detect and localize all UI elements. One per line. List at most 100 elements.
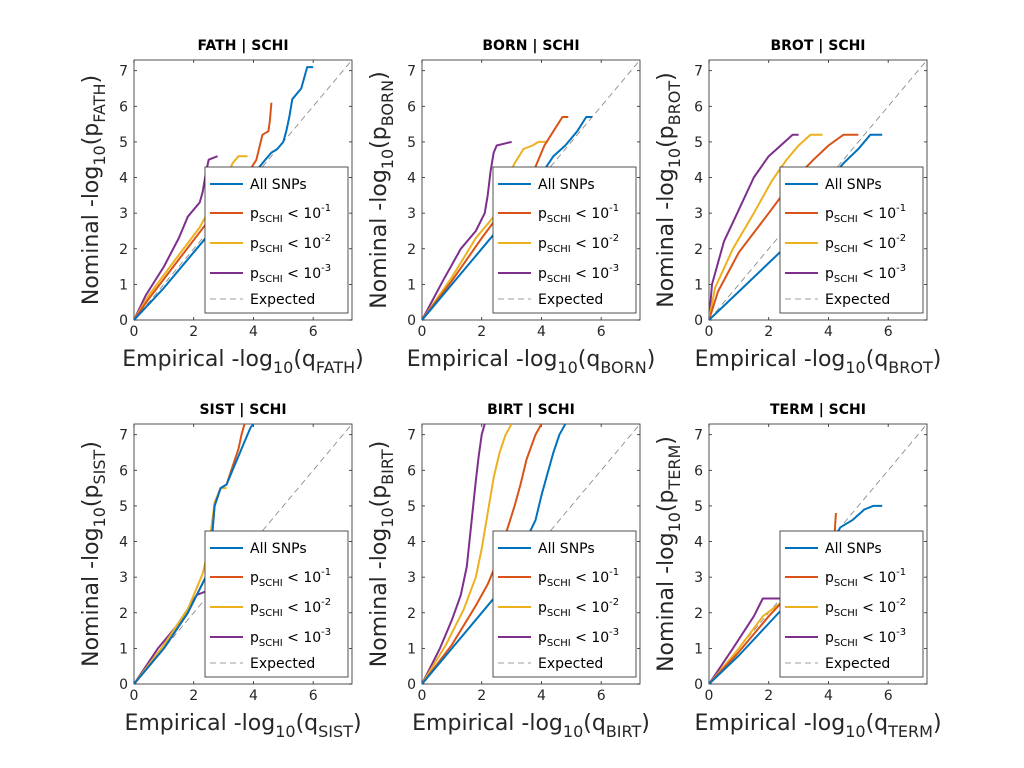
x-tick-label: 0 bbox=[130, 324, 139, 340]
y-tick-label: 1 bbox=[119, 641, 128, 657]
x-label-log-base: 10 bbox=[845, 722, 865, 741]
legend-exponent: -2 bbox=[609, 597, 619, 608]
y-tick-label: 5 bbox=[694, 499, 703, 515]
legend-exponent: -3 bbox=[609, 263, 619, 274]
legend-less-than: < 10 bbox=[571, 570, 609, 586]
legend-p-subscript: SCHI bbox=[834, 608, 858, 619]
y-tick-label: 5 bbox=[119, 135, 128, 151]
y-label-log-base: 10 bbox=[665, 512, 684, 532]
y-tick-label: 7 bbox=[119, 64, 128, 80]
x-tick-label: 4 bbox=[249, 688, 258, 704]
legend-text-expected: Expected bbox=[825, 656, 890, 672]
y-tick-label: 2 bbox=[119, 606, 128, 622]
y-tick-label: 4 bbox=[119, 171, 128, 187]
x-label-log-base: 10 bbox=[273, 358, 293, 377]
y-tick-label: 6 bbox=[407, 99, 416, 115]
legend-label-all: All SNPs bbox=[538, 177, 595, 193]
y-label-subscript: SIST bbox=[90, 449, 109, 484]
legend-less-than: < 10 bbox=[571, 600, 609, 616]
y-tick-label: 0 bbox=[407, 313, 416, 329]
legend-label-lt3: pSCHI < 10-3 bbox=[538, 263, 619, 285]
legend-label-lt2: pSCHI < 10-2 bbox=[825, 233, 906, 255]
y-tick-label: 0 bbox=[694, 677, 703, 693]
series-line-all bbox=[134, 424, 255, 684]
legend-box bbox=[492, 530, 637, 678]
y-label-subscript: BIRT bbox=[378, 449, 397, 485]
series-line-lt3 bbox=[422, 140, 512, 320]
legend-label-lt1: pSCHI < 10-1 bbox=[250, 567, 331, 589]
x-label-open: (q bbox=[866, 711, 889, 736]
y-label-subscript: BORN bbox=[378, 80, 397, 126]
legend-box bbox=[779, 530, 924, 678]
expected-line bbox=[134, 60, 352, 320]
legend-label-expected: Expected bbox=[250, 656, 315, 672]
y-tick-label: 6 bbox=[694, 99, 703, 115]
legend-less-than: < 10 bbox=[858, 570, 896, 586]
x-label-log-base: 10 bbox=[275, 722, 295, 741]
x-label-prefix: Empirical -log bbox=[407, 347, 558, 372]
y-tick-label: 2 bbox=[407, 606, 416, 622]
legend-text-all: All SNPs bbox=[825, 177, 882, 193]
legend-less-than: < 10 bbox=[858, 206, 896, 222]
x-label-prefix: Empirical -log bbox=[124, 711, 275, 736]
y-label-prefix: Nominal -log bbox=[79, 166, 104, 305]
legend-p: p bbox=[825, 206, 834, 222]
y-label-log-base: 10 bbox=[378, 507, 397, 527]
legend-exponent: -1 bbox=[609, 203, 619, 214]
y-label-close: ) bbox=[654, 436, 679, 445]
subplot-title: FATH | SCHI bbox=[197, 38, 288, 54]
x-tick-label: 0 bbox=[418, 324, 427, 340]
legend-label-lt2: pSCHI < 10-2 bbox=[250, 597, 331, 619]
x-label-open: (q bbox=[866, 347, 889, 372]
x-tick-label: 2 bbox=[764, 688, 773, 704]
y-label-log-base: 10 bbox=[90, 145, 109, 165]
y-label-subscript: BROT bbox=[665, 81, 684, 126]
y-label-open: (p bbox=[79, 485, 104, 508]
x-label-close: ) bbox=[353, 711, 362, 736]
legend-label-lt3: pSCHI < 10-3 bbox=[538, 627, 619, 649]
legend-p: p bbox=[825, 570, 834, 586]
x-tick-label: 6 bbox=[597, 324, 606, 340]
y-label-log-base: 10 bbox=[90, 507, 109, 527]
y-tick-label: 7 bbox=[694, 64, 703, 80]
x-tick-label: 0 bbox=[705, 324, 714, 340]
legend-p: p bbox=[825, 630, 834, 646]
legend-less-than: < 10 bbox=[571, 630, 609, 646]
y-label-prefix: Nominal -log bbox=[79, 527, 104, 666]
subplot-title: BROT | SCHI bbox=[770, 38, 865, 54]
legend-p-subscript: SCHI bbox=[259, 608, 283, 619]
x-label-log-base: 10 bbox=[563, 722, 583, 741]
x-tick-label: 2 bbox=[189, 324, 198, 340]
legend-box bbox=[779, 166, 924, 314]
x-label-close: ) bbox=[355, 347, 364, 372]
legend-p-subscript: SCHI bbox=[547, 244, 571, 255]
expected-line bbox=[422, 424, 640, 684]
y-tick-label: 1 bbox=[694, 641, 703, 657]
legend-label-expected: Expected bbox=[825, 292, 890, 308]
y-tick-label: 3 bbox=[119, 570, 128, 586]
x-label-close: ) bbox=[641, 711, 650, 736]
legend-p-subscript: SCHI bbox=[547, 274, 571, 285]
y-label-log-base: 10 bbox=[665, 148, 684, 168]
legend-p-subscript: SCHI bbox=[259, 638, 283, 649]
legend-p-subscript: SCHI bbox=[259, 274, 283, 285]
legend-less-than: < 10 bbox=[858, 630, 896, 646]
legend-label-expected: Expected bbox=[250, 292, 315, 308]
series-line-lt2 bbox=[422, 424, 513, 684]
y-tick-label: 4 bbox=[694, 535, 703, 551]
y-label-open: (p bbox=[79, 123, 104, 146]
x-axis-label: Empirical -log10(qFATH) bbox=[122, 347, 364, 377]
subplot-title: TERM | SCHI bbox=[770, 402, 866, 418]
legend-exponent: -1 bbox=[321, 203, 331, 214]
legend-p: p bbox=[538, 266, 547, 282]
legend-less-than: < 10 bbox=[283, 600, 321, 616]
x-label-subscript: BIRT bbox=[606, 722, 642, 741]
x-tick-label: 0 bbox=[705, 688, 714, 704]
legend-p-subscript: SCHI bbox=[547, 608, 571, 619]
legend-label-lt3: pSCHI < 10-3 bbox=[825, 627, 906, 649]
y-tick-label: 5 bbox=[407, 135, 416, 151]
